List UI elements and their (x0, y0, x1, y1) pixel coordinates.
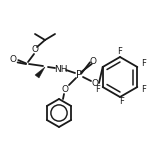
Text: P: P (76, 70, 82, 80)
Text: O: O (31, 46, 39, 54)
Text: F: F (118, 48, 122, 57)
Polygon shape (35, 67, 45, 78)
Text: F: F (95, 86, 100, 95)
Text: F: F (120, 97, 125, 106)
Text: O: O (61, 84, 69, 94)
Text: O: O (89, 57, 97, 65)
Text: F: F (141, 60, 146, 68)
Text: O: O (9, 56, 16, 65)
Text: NH: NH (54, 65, 68, 73)
Text: F: F (141, 84, 146, 94)
Text: O: O (91, 78, 98, 87)
